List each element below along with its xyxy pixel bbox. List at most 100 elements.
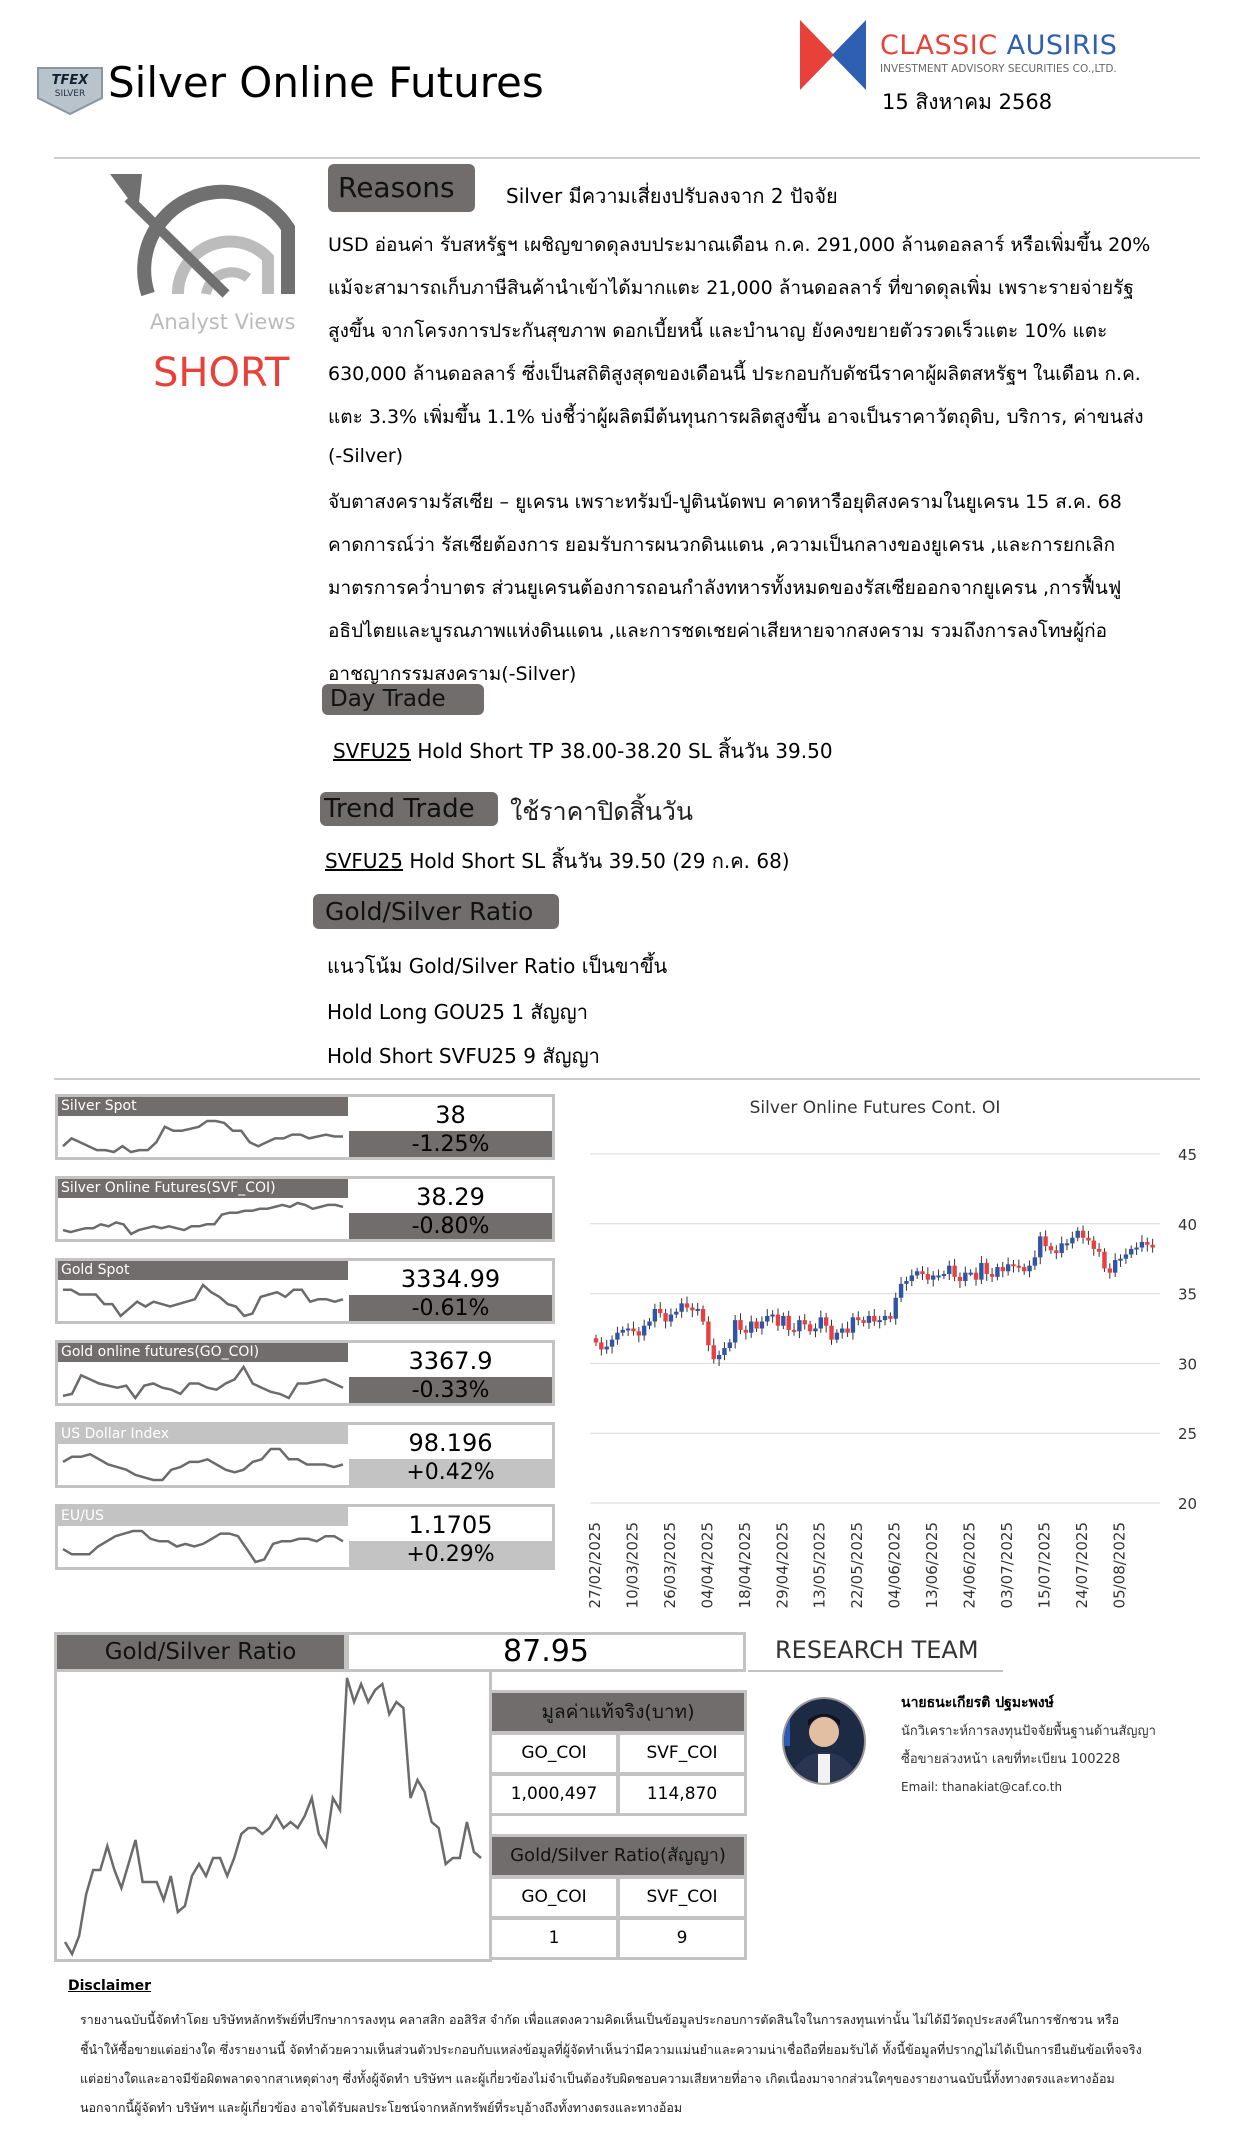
candle-body xyxy=(1054,1250,1059,1254)
candle-body xyxy=(898,1283,904,1298)
candle-body xyxy=(914,1271,920,1276)
gold-silver-ratio-label: Gold/Silver Ratio xyxy=(313,894,559,929)
real-value-header-svf: SVF_COI xyxy=(617,1732,747,1775)
candle-body xyxy=(674,1311,679,1315)
candle-body xyxy=(963,1272,968,1282)
analyst-avatar xyxy=(782,1697,866,1785)
tile-value: 38 xyxy=(435,1101,466,1129)
candle-body xyxy=(647,1321,652,1326)
tile-change: -0.61% xyxy=(349,1295,552,1321)
brand-name: CLASSIC AUSIRIS xyxy=(880,30,1118,61)
market-tile: Gold Spot 3334.99 -0.61% xyxy=(55,1258,555,1324)
candle-body xyxy=(668,1314,674,1322)
real-value-header-go: GO_COI xyxy=(489,1732,619,1775)
candle-body xyxy=(1102,1251,1107,1269)
candle-body xyxy=(1032,1257,1038,1266)
reason-line: จับตาสงครามรัสเซีย – ยูเครน เพราะทรัมป์-… xyxy=(328,491,1122,513)
report-date: 15 สิงหาคม 2568 xyxy=(882,90,1053,114)
divider xyxy=(54,157,1200,159)
gs-ratio-chart xyxy=(54,1670,492,1962)
candle-body xyxy=(620,1329,625,1333)
reason-line: อธิปไตยและบูรณภาพแห่งดินแดน ,และการชดเชย… xyxy=(328,620,1108,642)
trend-trade-label: Trend Trade xyxy=(320,792,498,826)
reason-line: 630,000 ล้านดอลลาร์ ซึ่งเป็นสถิติสูงสุดข… xyxy=(328,363,1141,385)
candle-body xyxy=(1080,1230,1086,1238)
candle-body xyxy=(995,1267,1000,1277)
disclaimer-line: รายงานฉบับนี้จัดทำโดย บริษัทหลักทรัพย์ที… xyxy=(80,2012,1120,2027)
tile-change: +0.29% xyxy=(349,1541,552,1567)
candle-body xyxy=(931,1275,936,1280)
candle-body xyxy=(604,1346,609,1350)
real-value-go: 1,000,497 xyxy=(489,1773,619,1816)
candle-body xyxy=(754,1321,759,1329)
contract-header-go: GO_COI xyxy=(489,1876,619,1919)
candle-body xyxy=(840,1328,845,1333)
day-trade-text: Hold Short TP 38.00-38.20 SL สิ้นวัน 39.… xyxy=(417,739,833,763)
tile-change: -1.25% xyxy=(349,1131,552,1157)
candle-body xyxy=(989,1274,995,1277)
sparkline-path xyxy=(62,1201,344,1236)
candle-body xyxy=(850,1317,856,1333)
x-tick-label: 13/05/2025 xyxy=(811,1522,829,1608)
x-tick-label: 18/04/2025 xyxy=(736,1522,754,1608)
candle-body xyxy=(941,1274,947,1277)
analyst-license: ซื้อขายล่วงหน้า เลขที่ทะเบียน 100228 xyxy=(901,1752,1121,1767)
reasons-label: Reasons xyxy=(328,164,475,212)
sparkline xyxy=(62,1529,344,1564)
tile-value: 3367.9 xyxy=(408,1347,493,1375)
sparkline xyxy=(62,1201,344,1236)
candle-body xyxy=(1043,1236,1048,1247)
day-trade-label: Day Trade xyxy=(322,684,484,715)
market-tile: Gold online futures(GO_COI) 3367.9 -0.33… xyxy=(55,1340,555,1406)
tile-value: 3334.99 xyxy=(400,1265,501,1293)
candle-body xyxy=(1107,1268,1113,1273)
real-value-svf: 114,870 xyxy=(617,1773,747,1816)
candle-body xyxy=(882,1315,888,1321)
candle-body xyxy=(716,1355,722,1360)
candle-body xyxy=(770,1314,775,1317)
candle-body xyxy=(652,1308,658,1322)
candle-body xyxy=(1118,1258,1123,1261)
candle-body xyxy=(856,1317,861,1321)
trend-trade-symbol: SVFU25 xyxy=(325,849,403,873)
candle-body xyxy=(786,1315,791,1330)
candle-body xyxy=(1000,1267,1005,1272)
candle-body xyxy=(609,1339,615,1347)
candle-body xyxy=(727,1342,733,1349)
silver-candlestick-chart: 45 40 35 30 25 20 27/02/2025 10/03/2025 26/03/20… xyxy=(586,1146,1197,1608)
candle-body xyxy=(749,1321,754,1333)
candle-body xyxy=(781,1315,786,1326)
candle-body xyxy=(984,1262,989,1275)
ratio-line: Hold Long GOU25 1 สัญญา xyxy=(327,1000,588,1024)
candle-body xyxy=(1123,1254,1129,1259)
svg-text:SILVER: SILVER xyxy=(55,89,86,99)
x-tick-label: 10/03/2025 xyxy=(623,1522,641,1608)
reason-line: แตะ 3.3% เพิ่มขึ้น 1.1% บ่งชี้ว่าผู้ผลิต… xyxy=(328,406,1144,428)
analyst-email[interactable]: Email: thanakiat@caf.co.th xyxy=(901,1780,1063,1794)
candle-body xyxy=(866,1315,872,1323)
sparkline-path xyxy=(62,1447,344,1482)
signal-short: SHORT xyxy=(153,350,290,396)
trend-trade-note: ใช้ราคาปิดสิ้นวัน xyxy=(510,797,693,826)
real-value-table-title: มูลค่าแท้จริง(บาท) xyxy=(489,1690,747,1734)
candle-body xyxy=(738,1320,743,1330)
analyst-views-label: Analyst Views xyxy=(150,310,296,334)
divider xyxy=(54,1078,1200,1080)
reason-line: USD อ่อนค่า รับสหรัฐฯ เผชิญขาดดุลงบประมา… xyxy=(328,234,1151,256)
tile-value: 38.29 xyxy=(416,1183,485,1211)
y-tick-label: 45 xyxy=(1178,1146,1197,1164)
tile-title: EU/US xyxy=(58,1507,348,1526)
candle-body xyxy=(1048,1246,1054,1251)
candle-body xyxy=(631,1328,636,1332)
candle-body xyxy=(636,1331,642,1336)
candle-body xyxy=(791,1329,797,1332)
x-tick-label: 05/08/2025 xyxy=(1110,1522,1128,1608)
candle-body xyxy=(979,1262,984,1280)
page-title: Silver Online Futures xyxy=(108,58,544,107)
ratio-line: แนวโน้ม Gold/Silver Ratio เป็นขาขึ้น xyxy=(327,954,668,978)
market-tile: EU/US 1.1705 +0.29% xyxy=(55,1504,555,1570)
candle-body xyxy=(920,1271,925,1275)
disclaimer-title: Disclaimer xyxy=(68,1978,152,1994)
gs-ratio-header: Gold/Silver Ratio xyxy=(54,1632,347,1672)
candle-body xyxy=(893,1297,898,1319)
